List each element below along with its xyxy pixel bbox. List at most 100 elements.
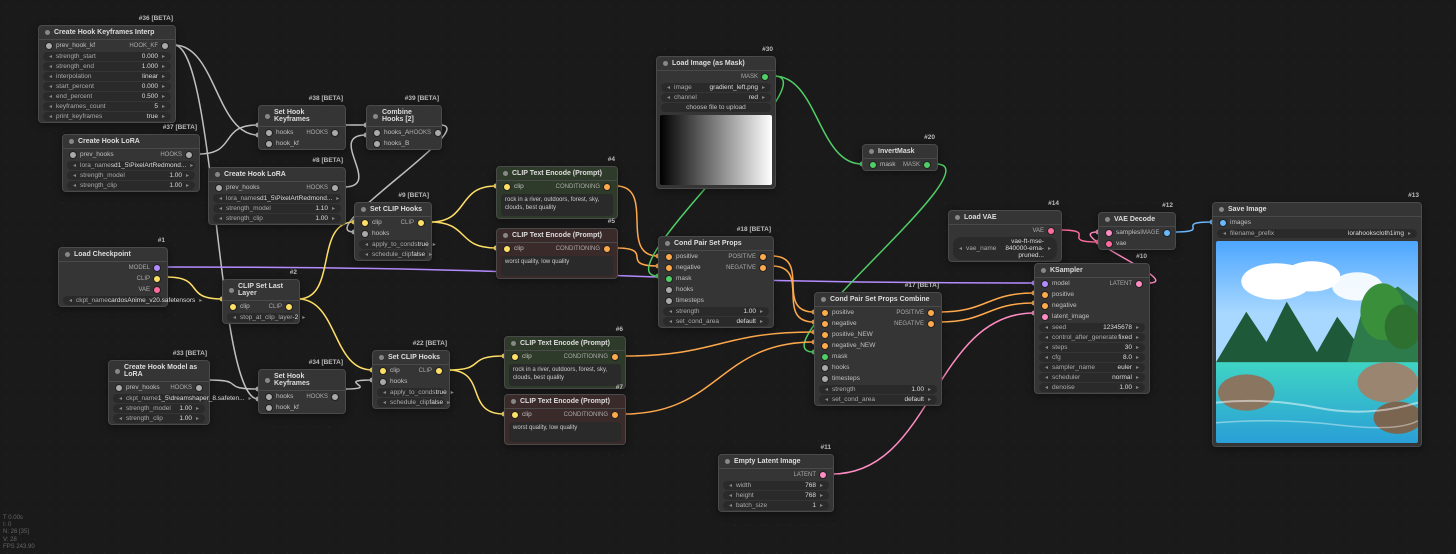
node-title[interactable]: CLIP Text Encode (Prompt) bbox=[505, 395, 625, 409]
input-hooks[interactable]: hooks bbox=[265, 129, 293, 137]
widget-denoise[interactable]: ◂denoise1.00▸ bbox=[1039, 383, 1145, 392]
output-HOOK_KF[interactable]: HOOK_KF bbox=[129, 42, 169, 50]
input-prev_hooks[interactable]: prev_hooks bbox=[215, 184, 260, 192]
widget-strength_clip[interactable]: ◂strength_clip1.00▸ bbox=[113, 414, 205, 423]
input-clip[interactable]: clip bbox=[503, 245, 524, 253]
node-n12[interactable]: #12VAE DecodesamplesIMAGEvae bbox=[1098, 212, 1176, 250]
node-title[interactable]: Empty Latent Image bbox=[719, 455, 833, 469]
node-n39[interactable]: #39 [BETA]Combine Hooks [2]hooks_AHOOKSh… bbox=[366, 105, 442, 150]
prompt-text[interactable]: worst quality, low quality bbox=[501, 256, 613, 276]
node-title[interactable]: Create Hook Model as LoRA bbox=[109, 361, 209, 382]
node-title[interactable]: CLIP Set Last Layer bbox=[223, 280, 299, 301]
output-positive[interactable]: positive bbox=[728, 253, 767, 261]
input-mask[interactable]: mask bbox=[821, 353, 848, 361]
input-positive_NEW[interactable]: positive_NEW bbox=[821, 331, 873, 339]
prompt-text[interactable]: rock in a river, outdoors, forest, sky, … bbox=[501, 194, 613, 216]
widget-seed[interactable]: ◂seed12345678▸ bbox=[1039, 323, 1145, 332]
input-mask[interactable]: mask bbox=[665, 275, 692, 283]
node-title[interactable]: Load VAE bbox=[949, 211, 1061, 225]
output-positive[interactable]: positive bbox=[896, 309, 935, 317]
node-title[interactable]: Load Checkpoint bbox=[59, 248, 167, 262]
prompt-text[interactable]: worst quality, low quality bbox=[509, 422, 621, 442]
output-CONDITIONING[interactable]: CONDITIONING bbox=[556, 183, 611, 191]
widget-print_keyframes[interactable]: ◂print_keyframestrue▸ bbox=[43, 112, 171, 121]
output-HOOKS[interactable]: HOOKS bbox=[160, 151, 193, 159]
node-n7[interactable]: #7CLIP Text Encode (Prompt)clipCONDITION… bbox=[504, 394, 626, 445]
node-n9[interactable]: #9 [BETA]Set CLIP HooksclipCLIPhooks◂app… bbox=[354, 202, 432, 261]
input-prev_hooks[interactable]: prev_hooks bbox=[115, 384, 160, 392]
output-HOOKS[interactable]: HOOKS bbox=[306, 393, 339, 401]
input-hook_kf[interactable]: hook_kf bbox=[265, 404, 299, 412]
node-n38[interactable]: #38 [BETA]Set Hook KeyframeshooksHOOKSho… bbox=[258, 105, 346, 150]
widget-strength_start[interactable]: ◂strength_start0.000▸ bbox=[43, 52, 171, 61]
widget-strength[interactable]: ◂strength1.00▸ bbox=[663, 307, 769, 316]
node-n22[interactable]: #22 [BETA]Set CLIP HooksclipCLIPhooks◂ap… bbox=[372, 350, 450, 409]
node-title[interactable]: Cond Pair Set Props Combine bbox=[815, 293, 941, 307]
upload-button[interactable]: choose file to upload bbox=[661, 103, 771, 112]
output-MODEL[interactable]: MODEL bbox=[129, 264, 161, 272]
node-title[interactable]: CLIP Text Encode (Prompt) bbox=[497, 167, 617, 181]
node-title[interactable]: Create Hook Keyframes Interp bbox=[39, 26, 175, 40]
input-hooks_A[interactable]: hooks_A bbox=[373, 129, 409, 137]
node-title[interactable]: Save Image bbox=[1213, 203, 1421, 217]
output-CLIP[interactable]: CLIP bbox=[401, 219, 425, 227]
output-CLIP[interactable]: CLIP bbox=[419, 367, 443, 375]
widget-schedule_clip[interactable]: ◂schedule_clipfalse▸ bbox=[377, 398, 445, 407]
input-clip[interactable]: clip bbox=[361, 219, 382, 227]
output-HOOKS[interactable]: HOOKS bbox=[306, 129, 339, 137]
input-prev_hooks[interactable]: prev_hooks bbox=[69, 151, 114, 159]
widget-lora_name[interactable]: ◂lora_namesd1_5\PixelArtRedmond...▸ bbox=[67, 161, 195, 170]
widget-end_percent[interactable]: ◂end_percent0.500▸ bbox=[43, 92, 171, 101]
node-title[interactable]: Set CLIP Hooks bbox=[373, 351, 449, 365]
widget-width[interactable]: ◂width768▸ bbox=[723, 481, 829, 490]
output-CONDITIONING[interactable]: CONDITIONING bbox=[556, 245, 611, 253]
widget-ckpt_name[interactable]: ◂ckpt_name1_5\dreamshaper_8.safeten...▸ bbox=[113, 394, 205, 403]
input-hook_kf[interactable]: hook_kf bbox=[265, 140, 299, 148]
output-VAE[interactable]: VAE bbox=[138, 286, 161, 294]
widget-scheduler[interactable]: ◂schedulernormal▸ bbox=[1039, 373, 1145, 382]
widget-interpolation[interactable]: ◂interpolationlinear▸ bbox=[43, 72, 171, 81]
node-n36[interactable]: #36 [BETA]Create Hook Keyframes Interppr… bbox=[38, 25, 176, 123]
prompt-text[interactable]: rock in a river, outdoors, forest, sky, … bbox=[509, 364, 621, 386]
output-MASK[interactable]: MASK bbox=[903, 161, 931, 169]
node-n2[interactable]: #2CLIP Set Last LayerclipCLIP◂stop_at_cl… bbox=[222, 279, 300, 324]
input-hooks[interactable]: hooks bbox=[665, 286, 693, 294]
widget-filename_prefix[interactable]: ◂filename_prefixlorahookscloth1img▸ bbox=[1217, 229, 1417, 238]
output-HOOKS[interactable]: HOOKS bbox=[409, 129, 442, 137]
widget-apply_to_conds[interactable]: ◂apply_to_condstrue▸ bbox=[377, 388, 445, 397]
node-n10[interactable]: #10KSamplermodelLATENTpositivenegativela… bbox=[1034, 263, 1150, 394]
output-MASK[interactable]: MASK bbox=[741, 73, 769, 81]
input-negative[interactable]: negative bbox=[1041, 302, 1077, 310]
node-title[interactable]: KSampler bbox=[1035, 264, 1149, 278]
node-title[interactable]: VAE Decode bbox=[1099, 213, 1175, 227]
output-CONDITIONING[interactable]: CONDITIONING bbox=[564, 411, 619, 419]
widget-lora_name[interactable]: ◂lora_namesd1_5\PixelArtRedmond...▸ bbox=[213, 194, 341, 203]
output-HOOKS[interactable]: HOOKS bbox=[306, 184, 339, 192]
widget-set_cond_area[interactable]: ◂set_cond_areadefault▸ bbox=[819, 395, 937, 404]
widget-strength_end[interactable]: ◂strength_end1.000▸ bbox=[43, 62, 171, 71]
widget-batch_size[interactable]: ◂batch_size1▸ bbox=[723, 501, 829, 510]
node-n4[interactable]: #4CLIP Text Encode (Prompt)clipCONDITION… bbox=[496, 166, 618, 219]
node-n37[interactable]: #37 [BETA]Create Hook LoRAprev_hooksHOOK… bbox=[62, 134, 200, 192]
node-title[interactable]: InvertMask bbox=[863, 145, 937, 159]
widget-steps[interactable]: ◂steps30▸ bbox=[1039, 343, 1145, 352]
widget-strength_model[interactable]: ◂strength_model1.10▸ bbox=[213, 204, 341, 213]
input-negative[interactable]: negative bbox=[821, 320, 857, 328]
input-vae[interactable]: vae bbox=[1105, 240, 1126, 248]
input-prev_hook_kf[interactable]: prev_hook_kf bbox=[45, 42, 95, 50]
input-hooks[interactable]: hooks bbox=[265, 393, 293, 401]
node-title[interactable]: CLIP Text Encode (Prompt) bbox=[505, 337, 625, 351]
widget-image[interactable]: ◂imagegradient_left.png▸ bbox=[661, 83, 771, 92]
node-title[interactable]: Combine Hooks [2] bbox=[367, 106, 441, 127]
input-timesteps[interactable]: timesteps bbox=[821, 375, 860, 383]
node-n6[interactable]: #6CLIP Text Encode (Prompt)clipCONDITION… bbox=[504, 336, 626, 389]
input-model[interactable]: model bbox=[1041, 280, 1070, 288]
input-clip[interactable]: clip bbox=[511, 353, 532, 361]
input-negative_NEW[interactable]: negative_NEW bbox=[821, 342, 875, 350]
input-hooks[interactable]: hooks bbox=[379, 378, 407, 386]
input-hooks[interactable]: hooks bbox=[361, 230, 389, 238]
widget-set_cond_area[interactable]: ◂set_cond_areadefault▸ bbox=[663, 317, 769, 326]
node-title[interactable]: Cond Pair Set Props bbox=[659, 237, 773, 251]
node-title[interactable]: Set Hook Keyframes bbox=[259, 106, 345, 127]
input-clip[interactable]: clip bbox=[379, 367, 400, 375]
